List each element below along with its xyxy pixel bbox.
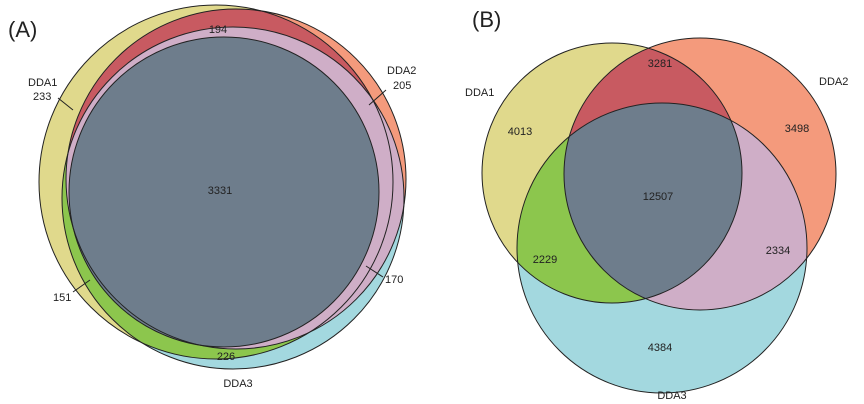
count-dda3-only: 226 [217,351,235,363]
set-label-dda2: DDA2 [819,76,848,88]
leader-dda1-only [57,97,74,111]
leader-dda1-dda3 [72,279,91,293]
count-dda1-dda3: 151 [53,292,71,304]
panel-a-regions [39,5,406,369]
panel-a-labels: 194 3331 226 DDA1 233 DDA2 205 170 151 D… [28,24,416,390]
dda2-outline [65,8,407,350]
panel-a: (A) 194 3331 226 DDA1 233 [8,4,416,390]
count-dda2-dda3: 2334 [766,245,790,257]
count-dda1-only: 233 [33,91,51,103]
all-three-region [69,37,379,347]
set-label-dda3: DDA3 [223,378,252,390]
all-three-region [564,103,742,303]
set-label-dda1: DDA1 [465,87,494,99]
leader-dda2-dda3 [365,265,384,278]
dda1-outline [481,42,743,304]
panel-b-outlines [481,37,837,394]
panel-a-label: (A) [8,17,37,42]
dda3-outline [516,102,808,394]
count-dda1-only: 4013 [508,126,532,138]
count-dda2-only: 3498 [785,123,809,135]
count-all-three: 3331 [208,185,232,197]
core-outline [68,36,380,348]
count-dda1-dda3: 2229 [533,254,557,266]
leader-dda2-only [368,89,387,106]
count-dda3-only: 4384 [648,342,672,354]
panel-a-outlines [38,4,407,370]
set-label-dda3: DDA3 [657,390,686,402]
count-dda1-dda2: 3281 [648,58,672,70]
panel-b-labels: DDA1 DDA2 DDA3 3281 4013 3498 12507 2229… [465,58,848,402]
panel-b-regions [482,38,836,393]
count-dda1-dda2: 194 [209,24,227,36]
count-all-three: 12507 [643,191,674,203]
set-label-dda1: DDA1 [28,77,57,89]
panel-b: (B) DDA1 DDA2 [465,7,848,402]
dda2-outline [563,37,837,311]
panel-b-label: (B) [472,7,501,32]
count-dda2-only: 205 [393,80,411,92]
dda1-outline [38,4,394,360]
dda3-outline [61,26,405,370]
count-dda2-dda3: 170 [385,274,403,286]
set-label-dda2: DDA2 [387,65,416,77]
